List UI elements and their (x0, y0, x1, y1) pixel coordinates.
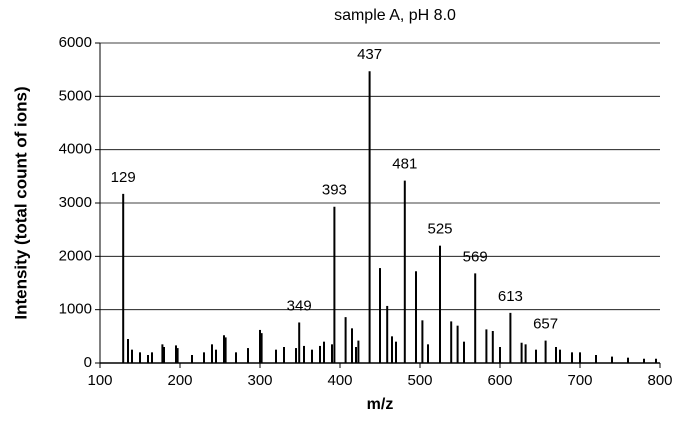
peak-label: 393 (322, 182, 347, 199)
x-tick-label: 600 (487, 372, 512, 389)
x-tick-label: 300 (247, 372, 272, 389)
peak-label: 437 (357, 46, 382, 63)
y-tick-label: 2000 (59, 247, 92, 264)
y-tick-label: 5000 (59, 87, 92, 104)
x-tick-label: 700 (567, 372, 592, 389)
y-tick-label: 1000 (59, 301, 92, 318)
x-tick-label: 200 (167, 372, 192, 389)
peak-label: 349 (287, 297, 312, 314)
peak-label: 129 (111, 169, 136, 186)
x-tick-label: 400 (327, 372, 352, 389)
y-axis-label: Intensity (total count of ions) (11, 86, 30, 319)
peak-label: 525 (427, 221, 452, 238)
x-tick-label: 800 (647, 372, 672, 389)
peak-label: 613 (498, 288, 523, 305)
y-tick-label: 3000 (59, 194, 92, 211)
chart-title: sample A, pH 8.0 (334, 7, 456, 24)
peak-label: 569 (463, 248, 488, 265)
peak-label: 657 (533, 316, 558, 333)
y-tick-label: 6000 (59, 34, 92, 51)
x-tick-label: 500 (407, 372, 432, 389)
y-tick-label: 0 (84, 354, 92, 371)
peak-label: 481 (392, 156, 417, 173)
x-axis-label: m/z (367, 396, 394, 413)
y-tick-label: 4000 (59, 141, 92, 158)
x-tick-label: 100 (87, 372, 112, 389)
